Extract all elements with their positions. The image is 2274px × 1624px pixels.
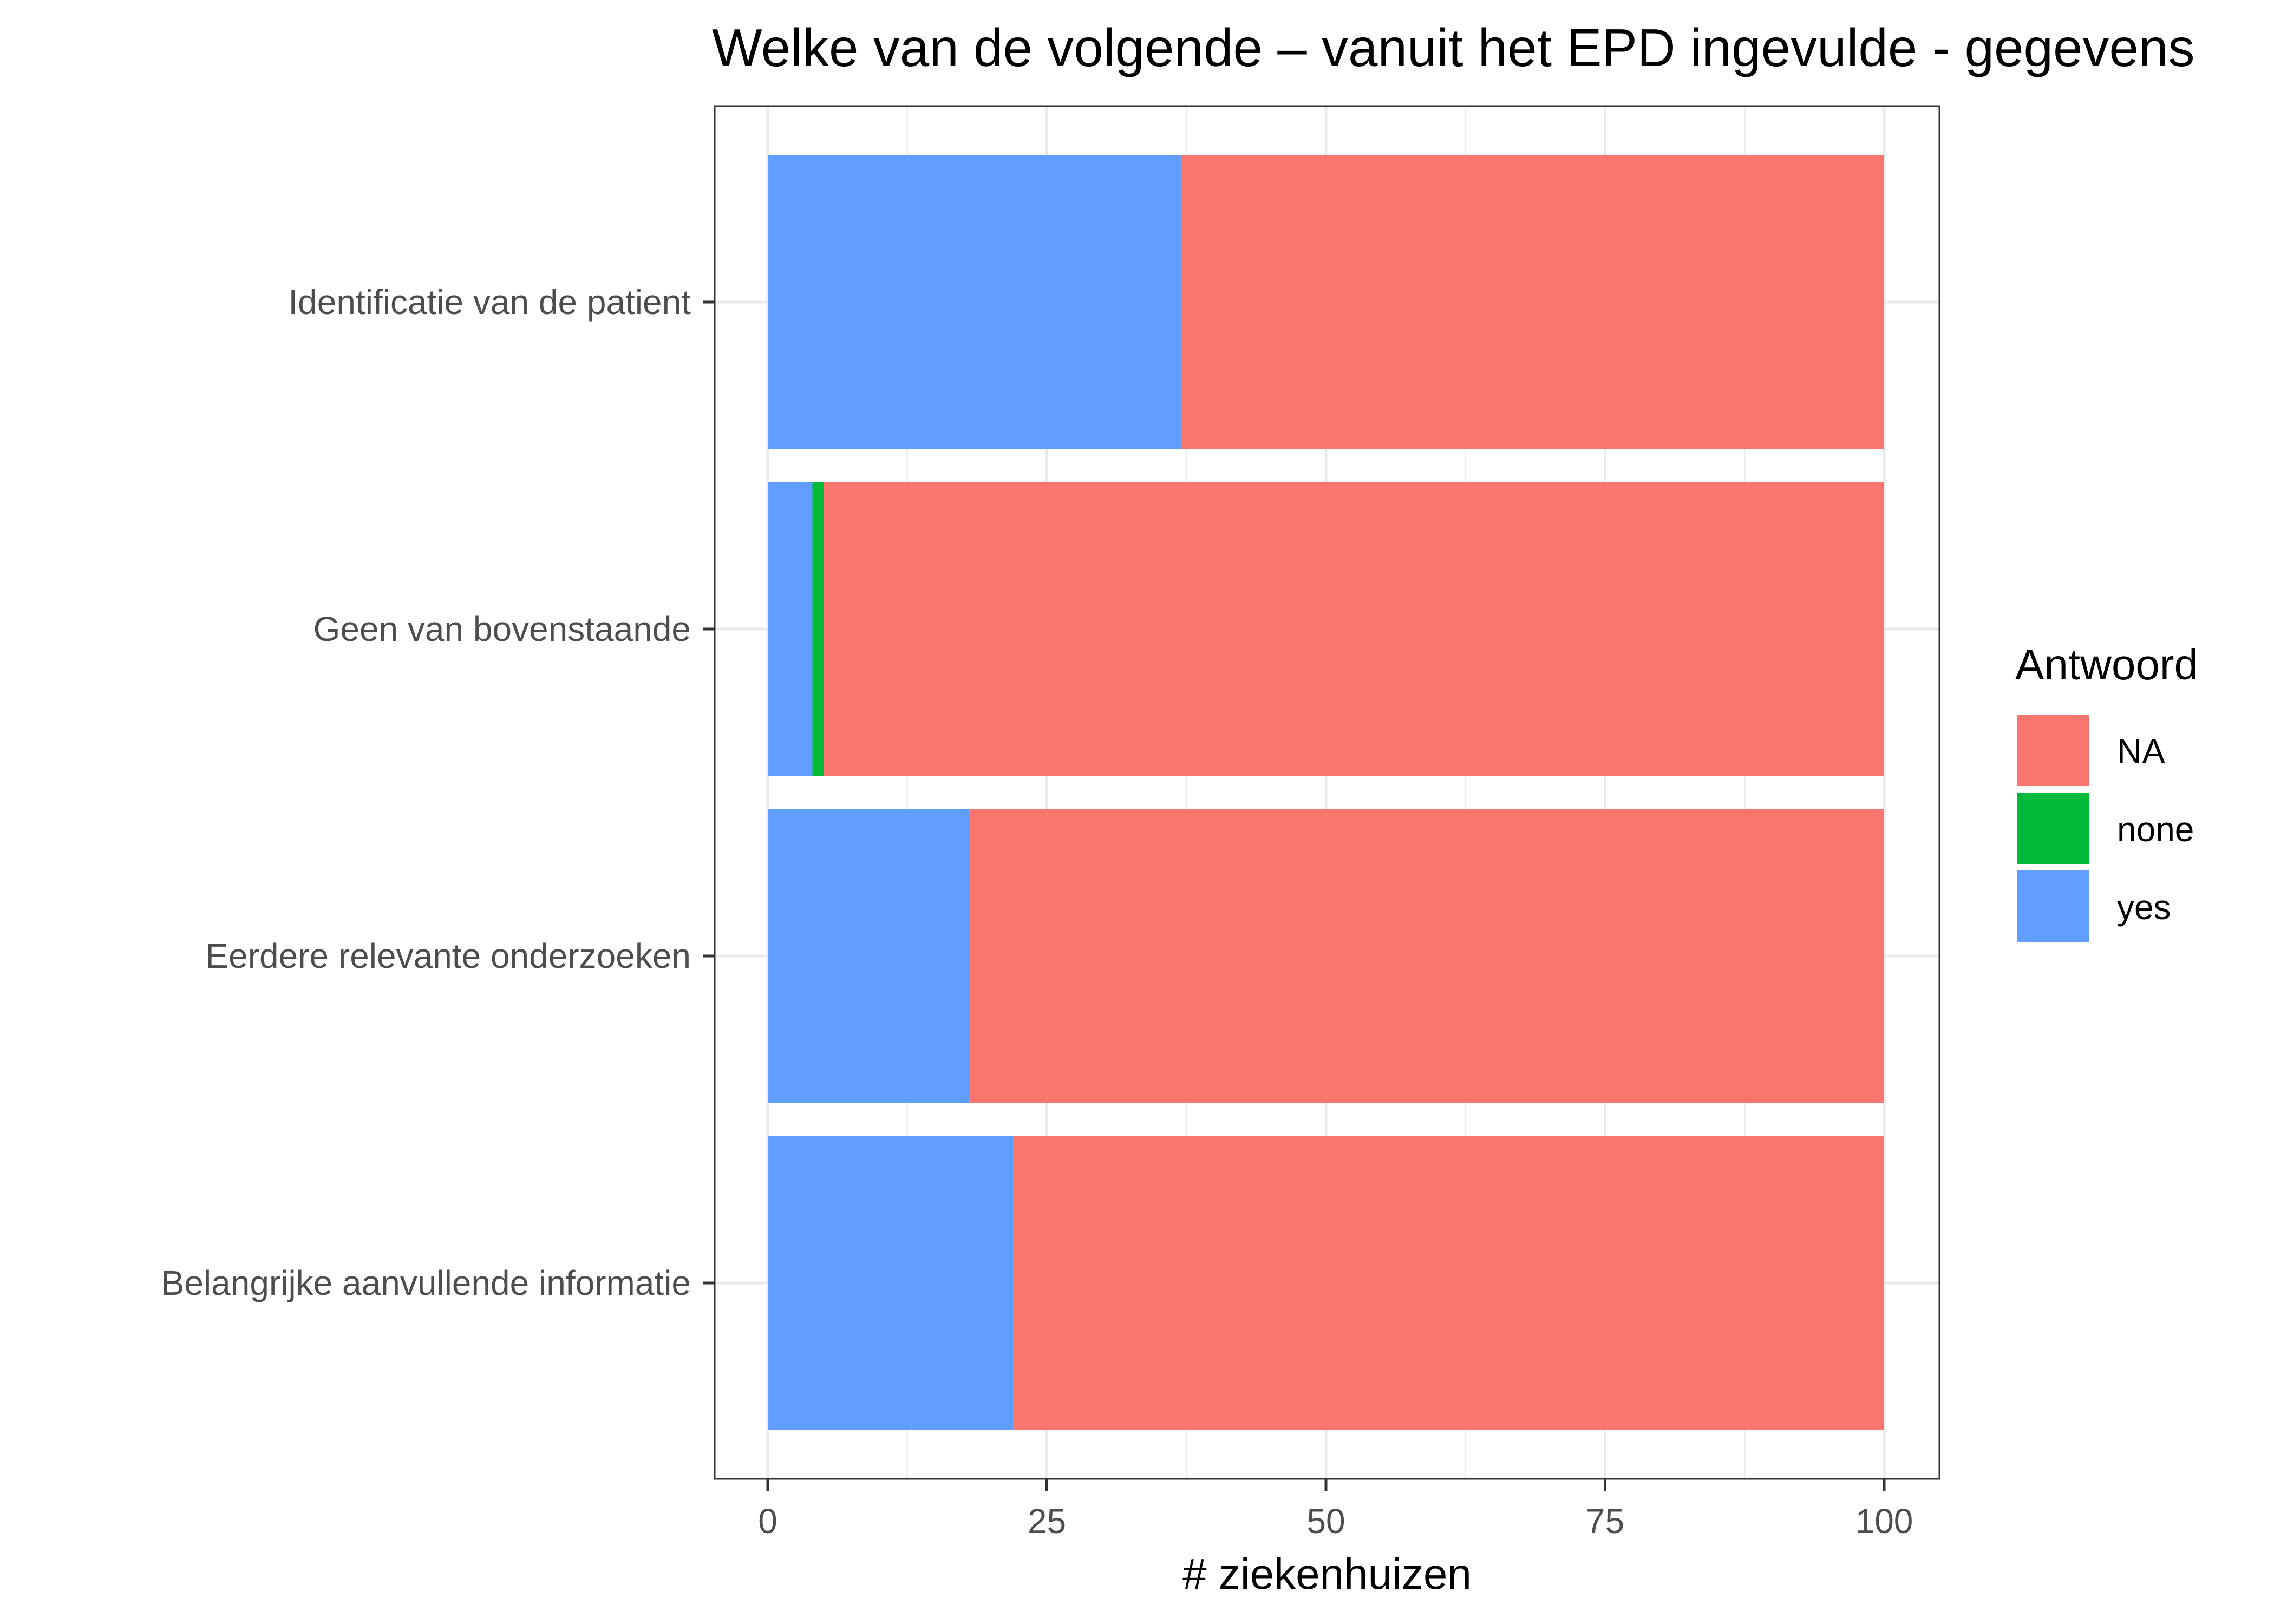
chart-title: Welke van de volgende – vanuit het EPD i… [712,18,2195,77]
legend-items: NA none yes [2017,715,2194,942]
x-tick-label: 0 [758,1502,777,1541]
legend-key-none [2017,793,2089,864]
bar-segment-none [812,482,824,776]
legend-title: Antwoord [2015,640,2198,689]
legend-label-yes: yes [2117,888,2171,927]
x-axis-title: # ziekenhuizen [1182,1550,1472,1598]
bar-segment-na [969,809,1884,1103]
bar-segment-na [1180,155,1884,449]
bar-segment-yes [768,809,969,1103]
legend-key-na [2017,715,2089,786]
legend-label-none: none [2117,810,2194,849]
axis-layer: 0 25 50 75 100 Identificatie van de patient Ge… [161,283,1913,1541]
y-tick-label: Identificatie van de patient [288,283,691,322]
bar-segment-yes [768,482,813,776]
x-tick-label: 50 [1306,1502,1345,1541]
legend: Antwoord NA none yes [2015,640,2198,942]
bar-segment-yes [768,1136,1014,1430]
y-tick-label: Belangrijke aanvullende informatie [161,1263,691,1302]
bar-segment-na [824,482,1884,776]
bars-layer [768,155,1884,1430]
legend-label-na: NA [2117,732,2165,771]
y-tick-label: Geen van bovenstaande [313,610,691,649]
bar-segment-na [1013,1136,1884,1430]
x-tick-label: 25 [1028,1502,1066,1541]
x-tick-label: 100 [1855,1502,1913,1541]
x-tick-label: 75 [1586,1502,1624,1541]
y-tick-label: Eerdere relevante onderzoeken [205,937,691,975]
legend-key-yes [2017,870,2089,942]
bar-segment-yes [768,155,1181,449]
